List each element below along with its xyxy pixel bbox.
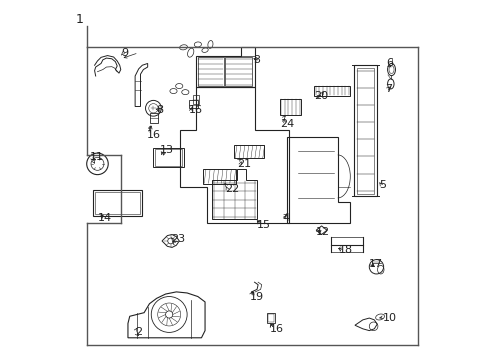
Bar — [155, 149, 182, 166]
Bar — [353, 65, 376, 196]
Text: 4: 4 — [282, 213, 289, 222]
Bar — [198, 57, 223, 86]
Text: 2: 2 — [135, 327, 142, 337]
Text: 24: 24 — [280, 120, 294, 129]
Text: 13: 13 — [160, 144, 174, 154]
Text: 21: 21 — [237, 159, 251, 169]
Text: 7: 7 — [385, 84, 392, 94]
Text: 6: 6 — [386, 58, 392, 68]
Text: 16: 16 — [269, 324, 283, 334]
Bar — [95, 192, 140, 214]
Text: 16: 16 — [188, 105, 203, 115]
Text: 9: 9 — [121, 48, 128, 58]
Bar — [188, 100, 197, 108]
Text: 16: 16 — [147, 130, 161, 140]
Text: 1: 1 — [76, 13, 83, 26]
Text: 15: 15 — [257, 220, 270, 230]
Text: 10: 10 — [382, 313, 396, 323]
Text: 17: 17 — [368, 259, 383, 269]
Bar — [356, 68, 373, 194]
Text: 19: 19 — [249, 292, 264, 302]
Text: 5: 5 — [378, 180, 385, 190]
Bar — [233, 145, 264, 158]
Bar — [267, 314, 273, 322]
Bar — [266, 313, 274, 323]
Text: 18: 18 — [338, 245, 352, 255]
Text: 23: 23 — [171, 234, 185, 244]
Text: 11: 11 — [89, 152, 103, 162]
Bar — [192, 95, 199, 104]
Text: 3: 3 — [253, 55, 260, 65]
Text: 8: 8 — [156, 105, 163, 115]
Text: 14: 14 — [97, 213, 111, 222]
Text: 20: 20 — [314, 91, 328, 101]
Text: 12: 12 — [316, 227, 330, 237]
Bar — [314, 86, 349, 96]
Bar — [149, 113, 158, 123]
Bar — [93, 190, 142, 216]
Bar — [225, 57, 252, 86]
Bar — [203, 169, 235, 184]
Bar — [279, 99, 301, 116]
Text: 22: 22 — [224, 184, 239, 194]
Bar — [153, 148, 183, 167]
